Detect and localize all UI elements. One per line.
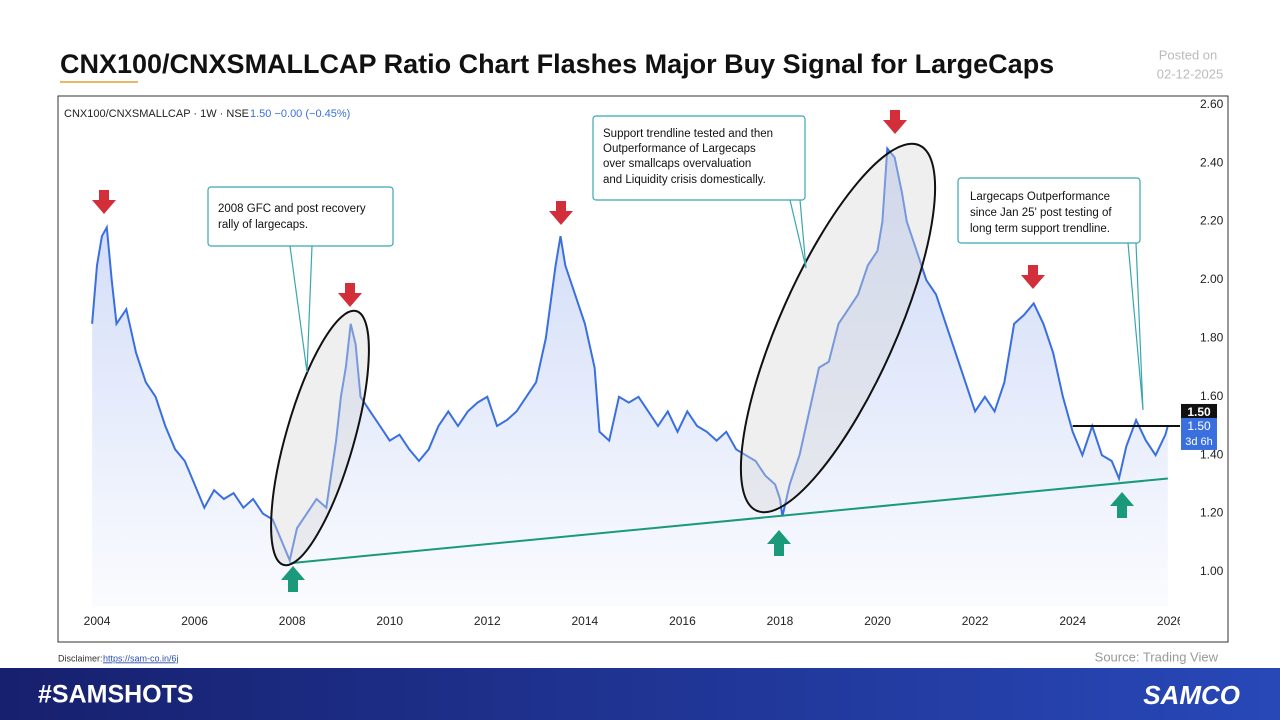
up-arrow: [281, 566, 305, 592]
y-tick-label: 2.00: [1200, 272, 1224, 286]
x-tick-label: 2024: [1059, 614, 1086, 628]
buy-arrows: [281, 492, 1134, 592]
ratio-line: [91, 146, 1169, 564]
x-tick-label: 2014: [572, 614, 599, 628]
last-badge: [1181, 417, 1217, 450]
annotation: Support trendline tested and then Outper…: [592, 115, 807, 269]
posted-date: 02-12-2025: [1157, 66, 1224, 81]
level-badge: [1181, 403, 1217, 422]
annotation-text: long term support trendline.: [970, 223, 1110, 235]
x-tick-label: 2006: [181, 614, 208, 628]
countdown: 3d 6h: [1185, 436, 1213, 448]
footer-band: [0, 668, 1280, 720]
brand: SAMCO: [1143, 680, 1240, 710]
annotation-text: 2008 GFC and post recovery: [218, 203, 366, 215]
y-tick-label: 1.40: [1200, 447, 1224, 461]
sell-arrows: [92, 110, 1045, 307]
trendline: [289, 477, 1168, 565]
y-tick-label: 2.40: [1200, 155, 1224, 169]
y-tick-label: 1.00: [1200, 564, 1224, 578]
up-arrow: [1110, 492, 1134, 518]
annotation-text: over smallcaps overvaluation: [603, 158, 751, 170]
hashtag: #SAMSHOTS: [38, 681, 194, 709]
y-tick-label: 1.80: [1200, 331, 1224, 345]
last-label: 1.50: [1187, 419, 1211, 433]
y-tick-label: 1.60: [1200, 389, 1224, 403]
x-tick-label: 2010: [376, 614, 403, 628]
level-label: 1.50: [1187, 405, 1211, 419]
area: [92, 148, 1168, 607]
x-tick-label: 2004: [84, 614, 111, 628]
down-arrow: [549, 201, 573, 225]
y-axis: 1.00 1.20 1.40 1.60 1.80 2.00 2.20 2.40 2.60: [1200, 97, 1224, 578]
annotation-text: since Jan 25' post testing of: [970, 207, 1112, 219]
down-arrow: [92, 190, 116, 214]
x-tick-label: 2022: [962, 614, 989, 628]
x-tick-label: 2018: [767, 614, 794, 628]
title: CNX100/CNXSMALLCAP Ratio Chart Flashes M…: [60, 49, 1054, 79]
annotation: Largecaps Outperformance since Jan 25' p…: [957, 177, 1144, 411]
x-tick-label: 2008: [279, 614, 306, 628]
annotation-text: rally of largecaps.: [218, 219, 308, 231]
highlight-ellipse: [739, 142, 937, 514]
highlight-ellipse: [270, 309, 370, 567]
down-arrow: [883, 110, 907, 134]
disclaimer-link[interactable]: https://sam-co.in/6j: [103, 653, 179, 663]
down-arrow: [1021, 265, 1045, 289]
annotation-text: Support trendline tested and then: [603, 128, 773, 140]
y-tick-label: 1.20: [1200, 506, 1224, 520]
quote: 1.50 −0.00 (−0.45%): [250, 108, 350, 120]
x-tick-label: 2020: [864, 614, 891, 628]
x-tick-label: 2026: [1157, 614, 1184, 628]
plot: 2004 2006 2008 2010 2012 2014 2016 2018 2020 2022…: [84, 146, 1184, 628]
annotation-text: Outperformance of Largecaps: [603, 143, 756, 155]
disclaimer-label: Disclaimer:: [58, 653, 103, 663]
up-arrow: [767, 530, 791, 556]
annotation-text: Largecaps Outperformance: [970, 191, 1110, 203]
posted-label: Posted on: [1159, 47, 1218, 62]
y-tick-label: 2.60: [1200, 97, 1224, 111]
x-tick-label: 2012: [474, 614, 501, 628]
y-tick-label: 2.20: [1200, 214, 1224, 228]
x-tick-label: 2016: [669, 614, 696, 628]
down-arrow: [338, 283, 362, 307]
annotation-text: and Liquidity crisis domestically.: [603, 174, 766, 186]
symbol: CNX100/CNXSMALLCAP · 1W · NSE: [64, 108, 249, 120]
annotation: 2008 GFC and post recovery rally of larg…: [207, 186, 394, 373]
source: Source: Trading View: [1095, 649, 1219, 664]
